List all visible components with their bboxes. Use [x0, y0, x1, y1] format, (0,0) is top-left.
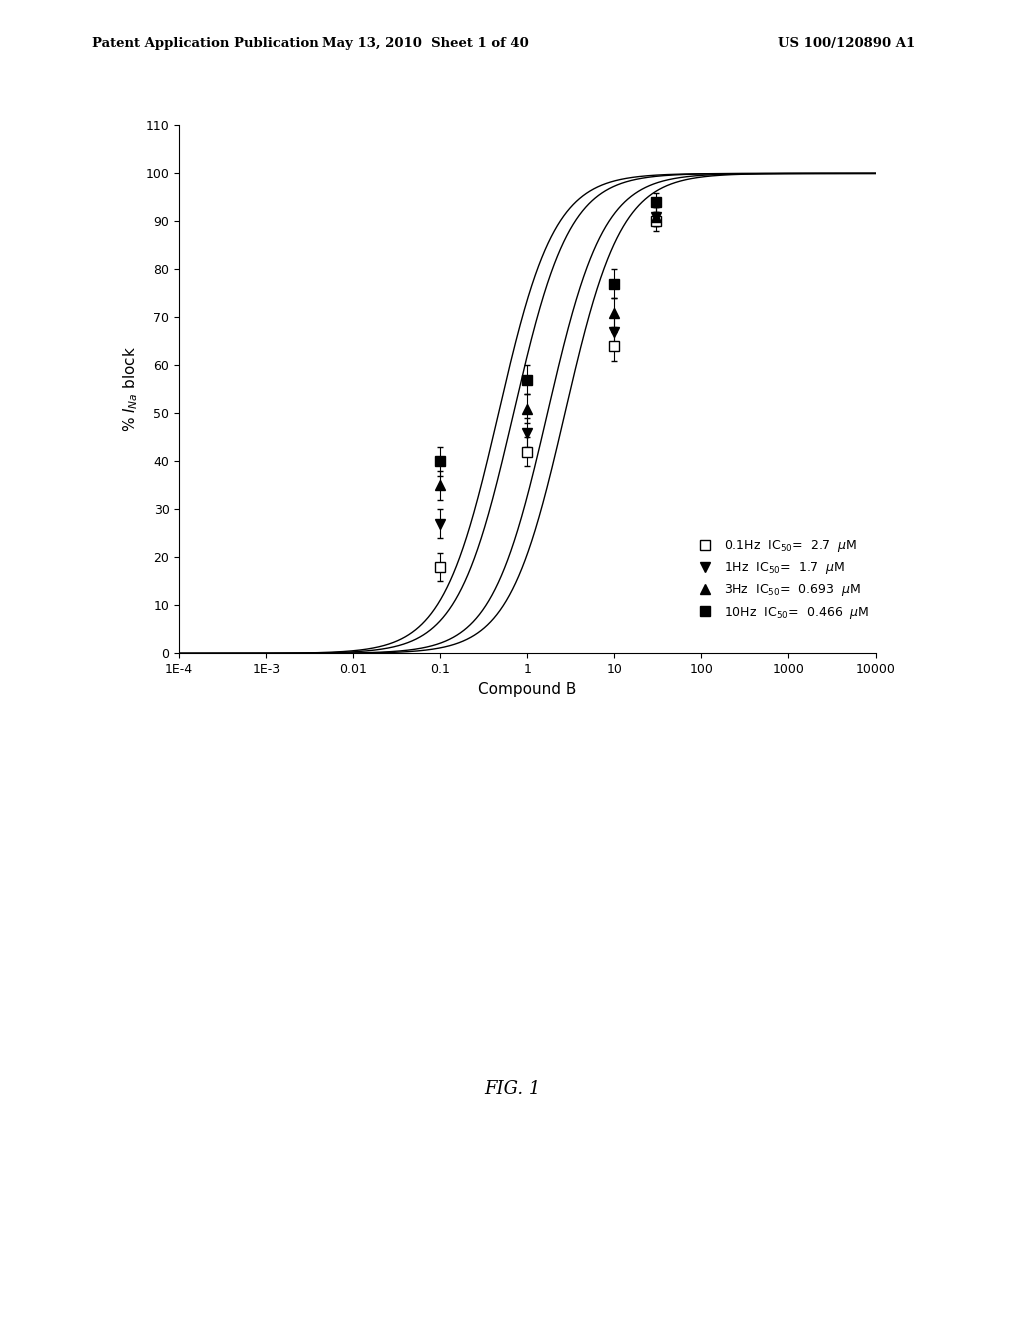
Text: US 100/120890 A1: US 100/120890 A1	[778, 37, 915, 50]
Legend: 0.1Hz  IC$_{50}$=  2.7  $\mu$M, 1Hz  IC$_{50}$=  1.7  $\mu$M, 3Hz  IC$_{50}$=  0: 0.1Hz IC$_{50}$= 2.7 $\mu$M, 1Hz IC$_{50…	[692, 539, 869, 620]
Y-axis label: % $I_{Na}$ block: % $I_{Na}$ block	[122, 346, 140, 433]
Text: FIG. 1: FIG. 1	[483, 1080, 541, 1098]
Text: May 13, 2010  Sheet 1 of 40: May 13, 2010 Sheet 1 of 40	[322, 37, 528, 50]
X-axis label: Compound B: Compound B	[478, 681, 577, 697]
Text: Patent Application Publication: Patent Application Publication	[92, 37, 318, 50]
